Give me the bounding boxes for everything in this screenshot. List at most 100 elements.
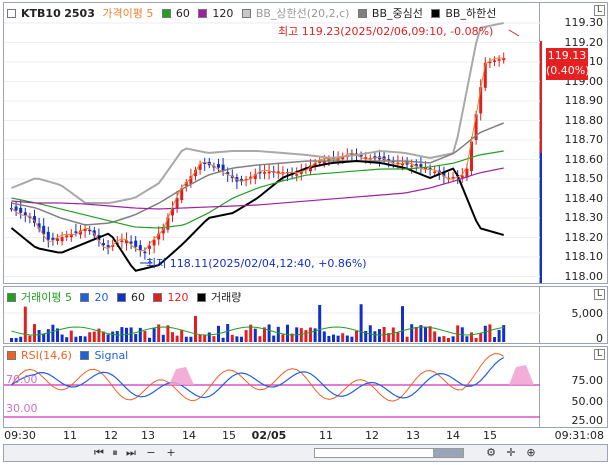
candle-body xyxy=(138,245,142,251)
bb-upper-line xyxy=(11,22,504,204)
candle-body xyxy=(322,160,326,165)
volume-bar xyxy=(474,337,478,342)
candle-body xyxy=(226,172,230,175)
rsi-tick: 75.00 xyxy=(571,374,604,387)
candle-body xyxy=(148,245,151,249)
candle-body xyxy=(350,153,354,156)
settings-icon[interactable]: ⚙ xyxy=(486,446,496,459)
candle-body xyxy=(198,163,202,170)
candle-body xyxy=(92,230,96,236)
price-chart-pane[interactable]: KTB10 2503 가격이평 5 60 120 BB_상한선(20,2,c) … xyxy=(3,2,541,284)
volume-bar xyxy=(433,331,437,342)
price-tick: 118.50 xyxy=(564,172,604,185)
candle-body xyxy=(483,62,487,88)
candle-body xyxy=(410,165,414,167)
candle-body xyxy=(359,154,363,157)
scrollbar-thumb[interactable] xyxy=(433,449,463,457)
candle-body xyxy=(65,235,69,238)
volume-bar xyxy=(129,327,133,342)
volume-bar xyxy=(180,329,184,342)
volume-bar xyxy=(65,337,69,342)
crosshair-icon[interactable]: ✛ xyxy=(506,446,516,459)
zoom-icon[interactable]: ⊕ xyxy=(526,446,536,459)
first-page-icon[interactable]: ⏮ xyxy=(94,446,104,459)
rsi-lower-level: 30.00 xyxy=(6,402,38,415)
volume-bar xyxy=(451,336,455,342)
candle-body xyxy=(309,165,312,172)
volume-bar xyxy=(79,335,82,342)
time-label: 14 xyxy=(182,429,196,442)
volume-bar xyxy=(230,334,234,342)
candle-body xyxy=(221,164,225,171)
log-scale-button[interactable]: L xyxy=(594,289,605,300)
candle-body xyxy=(318,161,322,164)
volume-bar xyxy=(83,336,87,342)
volume-bar xyxy=(497,329,501,342)
candle-body xyxy=(10,207,13,210)
volume-bar xyxy=(401,306,404,342)
volume-bar xyxy=(355,330,358,342)
volume-bar xyxy=(203,334,207,342)
volume-bar xyxy=(364,330,368,342)
volume-bar xyxy=(97,328,101,342)
volume-bar xyxy=(134,334,138,342)
rsi-chart-pane[interactable]: RSI(14,6) Signal 70.00 30.00 xyxy=(3,346,541,428)
volume-bar xyxy=(194,315,197,342)
pause-icon[interactable]: ⏸ xyxy=(112,446,118,459)
volume-bar xyxy=(322,331,326,342)
candle-body xyxy=(180,188,184,201)
candle-body xyxy=(37,223,41,229)
rsi-upper-level: 70.00 xyxy=(6,373,38,386)
next-page-icon[interactable]: ⏭ xyxy=(126,446,136,459)
candle-body xyxy=(69,233,73,238)
volume-bar xyxy=(249,324,253,342)
volume-chart-pane[interactable]: 거래이평 5 20 60 120 거래량 xyxy=(3,286,541,344)
log-scale-button[interactable]: L xyxy=(594,5,605,16)
time-label: 09:30 xyxy=(4,429,36,442)
candle-body xyxy=(203,162,207,165)
zoom-in-icon[interactable]: + xyxy=(166,446,176,459)
legend-contract: 2503 xyxy=(64,7,95,20)
candle-body xyxy=(161,227,165,234)
volume-bar xyxy=(419,325,423,342)
volume-bar xyxy=(378,329,381,342)
price-tick: 118.60 xyxy=(564,152,604,166)
candle-body xyxy=(364,157,368,159)
volume-bar xyxy=(290,333,294,342)
price-axis-bar xyxy=(540,41,542,153)
bb-mid-line xyxy=(11,122,504,226)
candle-body xyxy=(120,240,124,243)
volume-legend: 거래이평 5 20 60 120 거래량 xyxy=(7,289,246,305)
volume-bar xyxy=(299,328,303,342)
rsi-overbought-fill xyxy=(169,367,194,385)
current-change: (0.40%) xyxy=(546,64,590,77)
rsi-legend: RSI(14,6) Signal xyxy=(7,349,133,362)
volume-bar xyxy=(28,335,32,342)
candle-body xyxy=(263,172,266,174)
candle-body xyxy=(125,240,128,244)
volume-bar xyxy=(212,336,216,342)
candle-body xyxy=(401,163,404,166)
candle-body xyxy=(276,171,280,174)
volume-bar xyxy=(318,304,322,342)
volume-bar xyxy=(488,324,492,342)
chart-scrollbar[interactable] xyxy=(314,448,464,458)
volume-bar xyxy=(424,326,427,342)
candle-body xyxy=(134,240,138,247)
volume-axis: L 5,000 0 xyxy=(540,286,608,345)
log-scale-button[interactable]: L xyxy=(594,349,605,360)
zoom-out-icon[interactable]: − xyxy=(146,446,156,459)
volume-bar xyxy=(327,335,331,342)
volume-plot xyxy=(4,304,541,342)
legend-vol-20: 20 xyxy=(94,291,109,304)
candle-body xyxy=(74,231,78,233)
candle-body xyxy=(313,162,317,167)
candle-body xyxy=(447,177,450,180)
legend-bb-upper: BB_상한선(20,2,c) xyxy=(255,7,350,20)
candle-body xyxy=(474,114,478,140)
candle-body xyxy=(33,216,36,223)
candle-body xyxy=(184,182,188,186)
candle-body xyxy=(249,176,253,179)
legend-ma60: 60 xyxy=(175,7,190,20)
